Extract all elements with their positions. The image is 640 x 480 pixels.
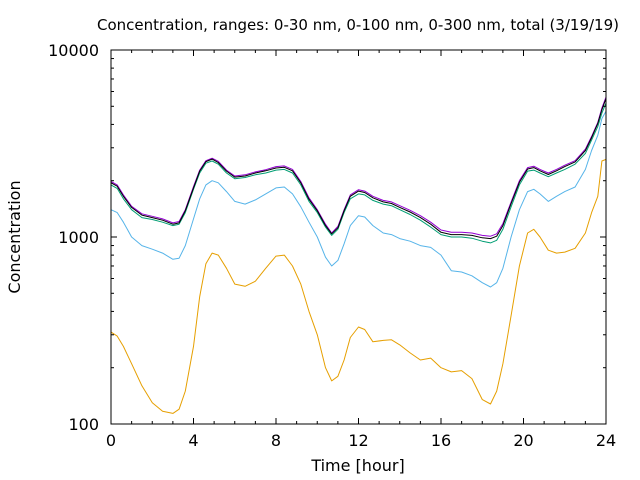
x-tick-label: 20 xyxy=(513,431,533,450)
series-line-5 xyxy=(111,99,606,239)
line-chart: Concentration, ranges: 0-30 nm, 0-100 nm… xyxy=(0,0,640,480)
x-tick-label: 12 xyxy=(348,431,368,450)
x-axis-label: Time [hour] xyxy=(310,456,404,475)
plot-frame xyxy=(111,50,606,424)
x-axis: 0 4 8 12 16 20 24 xyxy=(106,50,616,450)
x-tick-label: 4 xyxy=(188,431,198,450)
y-axis-label: Concentration xyxy=(5,180,24,293)
x-tick-label: 8 xyxy=(271,431,281,450)
x-tick-label: 0 xyxy=(106,431,116,450)
plot-series xyxy=(111,97,606,413)
x-tick-label: 24 xyxy=(596,431,616,450)
series-line-2 xyxy=(111,111,606,287)
series-line-1 xyxy=(111,159,606,413)
y-tick-label: 1000 xyxy=(58,228,99,247)
y-tick-label: 10000 xyxy=(48,41,99,60)
chart-title: Concentration, ranges: 0-30 nm, 0-100 nm… xyxy=(97,16,619,34)
x-tick-label: 16 xyxy=(431,431,451,450)
y-tick-label: 100 xyxy=(68,415,99,434)
series-line-3 xyxy=(111,103,606,243)
